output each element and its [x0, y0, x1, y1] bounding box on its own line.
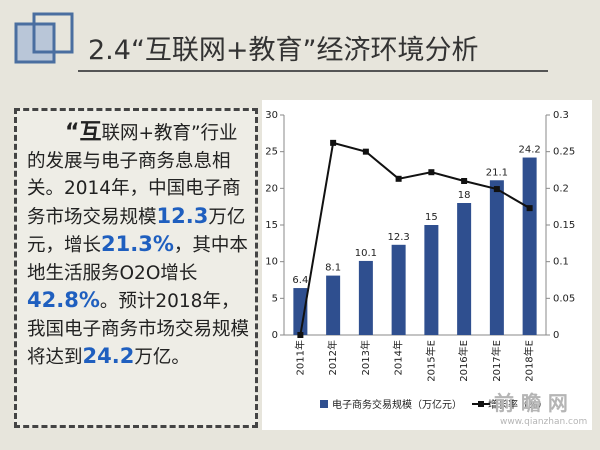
data-label: 8.1 — [325, 263, 341, 274]
bar — [489, 180, 504, 335]
x-tick-label: 2017年E — [490, 340, 503, 382]
legend-swatch — [320, 400, 328, 408]
text-segment: 万亿元，增长 — [27, 206, 246, 257]
legend-label: 增长率（%） — [488, 398, 548, 411]
text-box: “互联网+教育”行业的发展与电子商务息息相关。2014年，中国电子商务市场交易规… — [14, 108, 258, 428]
point — [428, 169, 435, 176]
x-tick-label: 2014年 — [392, 340, 405, 375]
y-tick-label: 0 — [272, 330, 278, 341]
y2-tick-label: 0 — [553, 330, 559, 341]
y2-tick-label: 0.2 — [553, 183, 569, 194]
bar — [358, 260, 373, 335]
watermark-url: www.qianzhan.com — [500, 417, 587, 427]
y-tick-label: 30 — [265, 110, 278, 121]
point — [362, 148, 369, 155]
text-segment: 42.8% — [27, 288, 100, 312]
text-segment: 21.3% — [101, 232, 174, 256]
bar — [293, 288, 308, 335]
text-segment: ，其中本地生活服务O2O增长 — [27, 235, 248, 284]
y2-tick-label: 0.1 — [553, 257, 569, 268]
data-label: 24.2 — [518, 145, 540, 156]
point — [395, 175, 402, 182]
x-tick-label: 2016年E — [457, 340, 470, 382]
watermark-brand: 前 瞻 网 — [494, 391, 568, 415]
x-tick-label: 2013年 — [359, 340, 372, 375]
text-segment: 万亿。 — [134, 347, 190, 368]
line — [299, 141, 531, 336]
y2-tick-label: 0.15 — [553, 220, 575, 231]
y-tick-label: 20 — [265, 183, 278, 194]
bar — [424, 225, 439, 335]
y-tick-label: 25 — [265, 147, 278, 158]
point — [526, 205, 533, 212]
point — [297, 332, 304, 338]
data-label: 21.1 — [486, 167, 508, 178]
x-tick-label: 2012年 — [326, 340, 339, 375]
title: 2.4“互联网+教育”经济环境分析 — [88, 35, 479, 66]
data-label: 15 — [425, 212, 438, 223]
x-tick-label: 2015年E — [424, 340, 437, 382]
y2-tick-label: 0.25 — [553, 147, 575, 158]
text-segment: 联网+教育”行业的发展与电子商务息息相关。2014年，中国电子商务市场交易规模 — [27, 123, 241, 228]
y-tick-label: 5 — [272, 293, 278, 304]
chart: 0 5 10 15 20 25 30 0 0.05 0.1 0.15 0.2 0.25 0.3 2011年 2… — [262, 100, 592, 430]
bar — [391, 244, 406, 335]
bar — [522, 157, 537, 335]
text-segment: 。预计2018年，我国电子商务市场交易规模将达到 — [27, 291, 250, 368]
legend-label: 电子商务交易规模（万亿元） — [332, 398, 462, 411]
bar — [457, 203, 472, 335]
data-label: 18 — [458, 190, 471, 201]
data-label: 10.1 — [355, 248, 377, 259]
title-icon — [14, 12, 74, 64]
bar — [326, 275, 341, 335]
y-tick-label: 15 — [265, 220, 278, 231]
text-segment: “互 — [65, 120, 102, 145]
title-rule — [78, 70, 548, 72]
data-label: 6.4 — [292, 275, 308, 286]
text-segment: 12.3 — [156, 203, 209, 228]
y-tick-label: 10 — [265, 257, 278, 268]
point — [461, 178, 468, 184]
point — [493, 186, 500, 193]
y2-tick-label: 0.05 — [553, 293, 575, 304]
point — [330, 139, 337, 146]
text-segment: 24.2 — [82, 344, 135, 368]
x-tick-label: 2011年 — [293, 340, 306, 375]
data-label: 12.3 — [387, 232, 409, 243]
legend-swatch — [478, 401, 484, 407]
y2-tick-label: 0.3 — [553, 110, 569, 121]
x-tick-label: 2018年E — [523, 340, 536, 382]
